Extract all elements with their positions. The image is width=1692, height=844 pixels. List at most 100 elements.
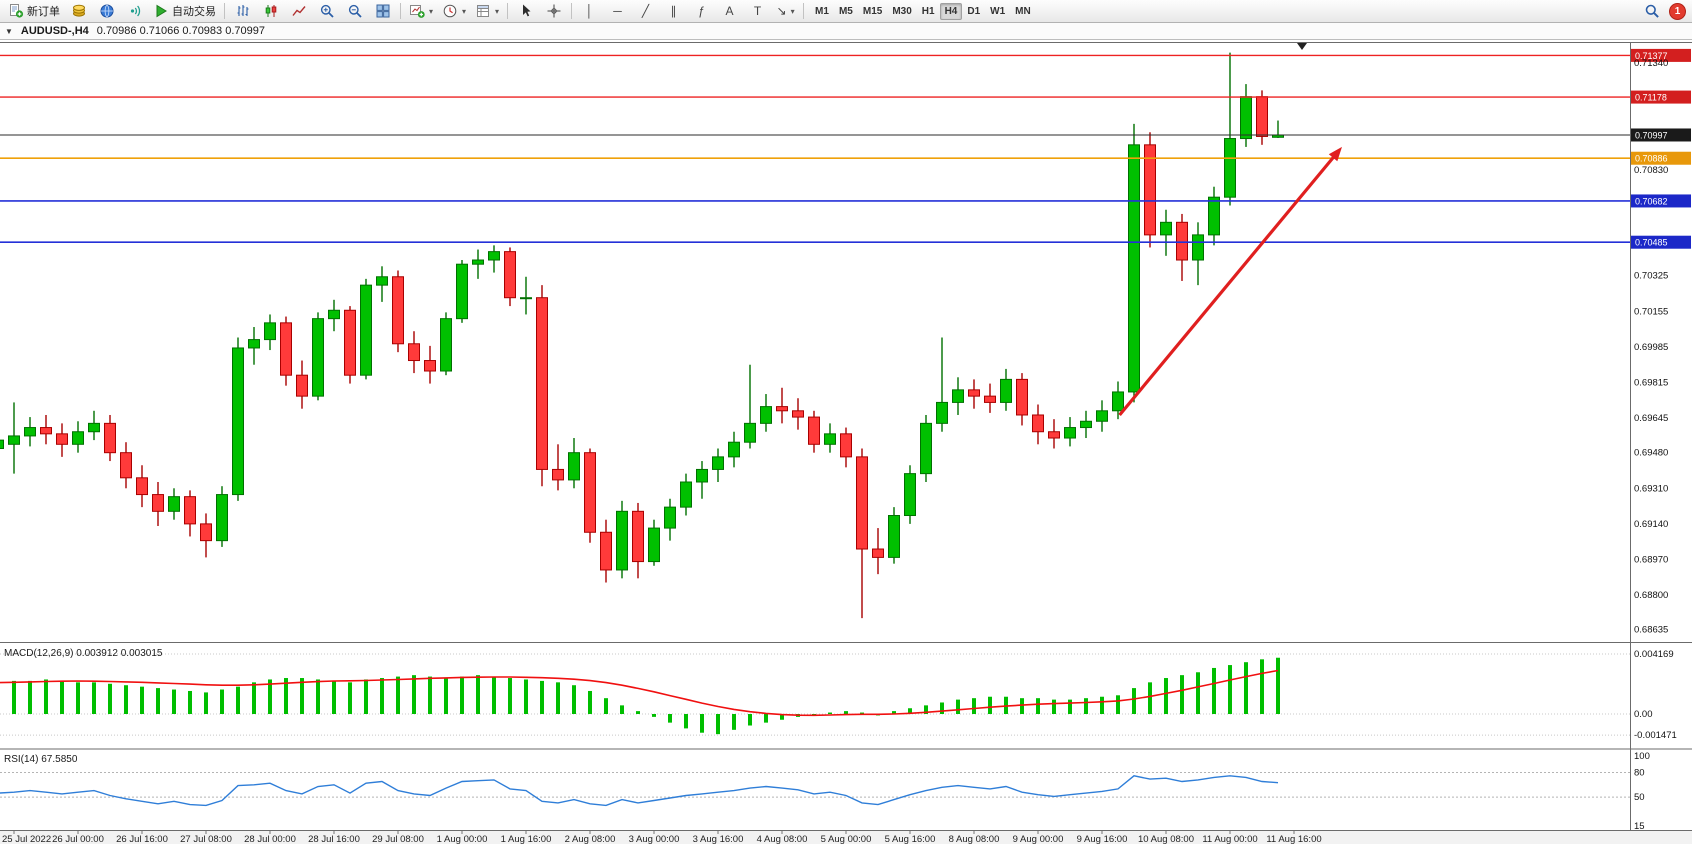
price-badge-label: 0.70485 bbox=[1635, 238, 1668, 248]
price-badge-0.70682 bbox=[1631, 194, 1691, 208]
dropdown-arrow-icon: ▾ bbox=[462, 6, 467, 16]
timeframe-switcher: M1 M5 M15 M30 H1 H4 D1 W1 MN bbox=[810, 2, 1036, 20]
time-axis-label: 27 Jul 08:00 bbox=[180, 834, 232, 844]
timeframe-m30[interactable]: M30 bbox=[892, 5, 912, 17]
new-order-button-label: 新订单 bbox=[27, 6, 60, 18]
vline-tool-button[interactable]: │ bbox=[576, 1, 603, 22]
cursor-button[interactable] bbox=[512, 1, 539, 22]
price-axis-label: 0.71340 bbox=[1634, 58, 1668, 69]
price-axis-label: 0.69645 bbox=[1634, 413, 1668, 424]
rsi-axis-label: 100 bbox=[1634, 751, 1650, 762]
price-axis-label: 0.70830 bbox=[1634, 165, 1668, 176]
time-axis-label: 5 Aug 00:00 bbox=[821, 834, 872, 844]
price-axis-label: 0.69310 bbox=[1634, 483, 1668, 494]
line-chart-button[interactable] bbox=[285, 1, 312, 22]
fibo-tool-button[interactable]: ƒ bbox=[688, 1, 715, 22]
new-order-button[interactable]: 新订单 bbox=[4, 1, 64, 22]
trendline-tool-button[interactable]: ╱ bbox=[632, 1, 659, 22]
period-button[interactable]: ▾ bbox=[438, 1, 470, 22]
search-button[interactable] bbox=[1638, 1, 1665, 22]
hline-tool-button[interactable]: ─ bbox=[604, 1, 631, 22]
timeframe-h4[interactable]: H4 bbox=[939, 2, 963, 20]
time-axis-label: 28 Jul 16:00 bbox=[308, 834, 360, 844]
search-icon bbox=[1644, 3, 1660, 19]
toolbar-separator bbox=[571, 3, 573, 19]
time-axis-label: 5 Aug 16:00 bbox=[885, 834, 936, 844]
chart-collapse-icon[interactable]: ▼ bbox=[5, 26, 13, 36]
template-button[interactable]: ▾ bbox=[471, 1, 503, 22]
dropdown-arrow-icon: ▾ bbox=[495, 6, 500, 16]
arrows-tool-button-glyph: ↘ bbox=[776, 4, 787, 18]
candles-icon bbox=[263, 3, 279, 19]
timeframe-m1[interactable]: M1 bbox=[815, 5, 829, 17]
rsi-axis-label: 50 bbox=[1634, 792, 1645, 803]
dropdown-arrow-icon: ▾ bbox=[429, 6, 434, 16]
time-axis-label: 4 Aug 08:00 bbox=[757, 834, 808, 844]
price-badge-0.70485 bbox=[1631, 235, 1691, 249]
candle-chart-button[interactable] bbox=[257, 1, 284, 22]
time-axis-label: 3 Aug 16:00 bbox=[693, 834, 744, 844]
toolbar-right-group: 1 bbox=[1638, 1, 1688, 22]
timeframe-h1[interactable]: H1 bbox=[921, 5, 935, 17]
news-icon-button[interactable] bbox=[121, 1, 148, 22]
macd-histogram bbox=[12, 657, 1280, 735]
price-badge-label: 0.70682 bbox=[1635, 196, 1668, 206]
price-axis: 0.71340 0.70830 0.70325 0.70155 0.69985 0.698… bbox=[1634, 58, 1668, 635]
price-chart: MACD(12,26,9) 0.003912 0.003015 0.004169 0… bbox=[0, 42, 1692, 844]
price-badge-0.71377 bbox=[1631, 48, 1691, 62]
toolbar-separator bbox=[224, 3, 225, 19]
timeframe-mn[interactable]: MN bbox=[1015, 5, 1031, 17]
channel-tool-button[interactable]: ∥ bbox=[660, 1, 687, 22]
price-badge-0.71178 bbox=[1631, 90, 1691, 104]
hline-tool-button-glyph: ─ bbox=[613, 4, 622, 18]
crosshair-button[interactable] bbox=[540, 1, 567, 22]
zoom-out-button[interactable] bbox=[341, 1, 368, 22]
time-axis-label: 11 Aug 00:00 bbox=[1202, 834, 1257, 844]
timeframe-m5[interactable]: M5 bbox=[838, 5, 853, 17]
chart-area: MACD(12,26,9) 0.003912 0.003015 0.004169 0… bbox=[0, 40, 1692, 844]
blue-globe-icon bbox=[99, 3, 115, 19]
bar-chart-button[interactable] bbox=[229, 1, 256, 22]
macd-axis-label: 0.004169 bbox=[1634, 649, 1674, 660]
macd-title: MACD(12,26,9) 0.003912 0.003015 bbox=[4, 648, 163, 659]
text-tool-button[interactable]: A bbox=[716, 1, 743, 22]
doc-plus-icon bbox=[8, 3, 24, 19]
zoom-out-icon bbox=[347, 3, 363, 19]
play-green-icon bbox=[153, 3, 169, 19]
rsi-line bbox=[0, 775, 1279, 807]
macd-axis-label: 0.00 bbox=[1634, 709, 1653, 720]
macd-signal-line bbox=[0, 669, 1279, 717]
timeframe-d1[interactable]: D1 bbox=[967, 5, 981, 17]
arrows-tool-button[interactable]: ↘ ▾ bbox=[772, 1, 799, 22]
rsi-axis-label: 15 bbox=[1634, 821, 1645, 832]
navigator-icon-button[interactable] bbox=[93, 1, 120, 22]
notification-badge[interactable]: 1 bbox=[1669, 2, 1686, 20]
macd-panel: MACD(12,26,9) 0.003912 0.003015 0.004169 0… bbox=[0, 648, 1677, 741]
time-axis-label: 11 Aug 16:00 bbox=[1266, 834, 1321, 844]
time-axis-label: 9 Aug 00:00 bbox=[1013, 834, 1064, 844]
autotrade-button[interactable]: 自动交易 bbox=[149, 1, 220, 22]
market-watch-icon-button[interactable] bbox=[65, 1, 92, 22]
time-axis-label: 28 Jul 00:00 bbox=[244, 834, 296, 844]
clock-icon bbox=[442, 3, 458, 19]
price-axis-label: 0.69480 bbox=[1634, 448, 1668, 459]
cursor-icon bbox=[518, 3, 534, 19]
zoom-in-button[interactable] bbox=[313, 1, 340, 22]
toolbar-separator bbox=[803, 3, 805, 19]
trend-arrow[interactable] bbox=[1118, 146, 1342, 417]
time-axis-label: 3 Aug 00:00 bbox=[629, 834, 680, 844]
autotrade-button-label: 自动交易 bbox=[172, 6, 216, 18]
timeframe-m15[interactable]: M15 bbox=[862, 5, 883, 17]
last-bar-marker bbox=[1297, 43, 1307, 50]
label-tool-button[interactable]: T bbox=[744, 1, 771, 22]
crosshair-icon bbox=[546, 3, 562, 19]
time-axis-label: 26 Jul 16:00 bbox=[116, 834, 168, 844]
chart-symbol-title: AUDUSD-,H4 bbox=[20, 25, 89, 37]
time-axis-label: 26 Jul 00:00 bbox=[52, 834, 104, 844]
gold-coins-icon bbox=[71, 3, 87, 19]
tile-windows-button[interactable] bbox=[369, 1, 396, 22]
price-axis-label: 0.70155 bbox=[1634, 306, 1668, 317]
timeframe-w1[interactable]: W1 bbox=[990, 5, 1006, 17]
new-chart-button[interactable]: ▾ bbox=[405, 1, 437, 22]
time-axis-label: 10 Aug 08:00 bbox=[1138, 834, 1194, 844]
